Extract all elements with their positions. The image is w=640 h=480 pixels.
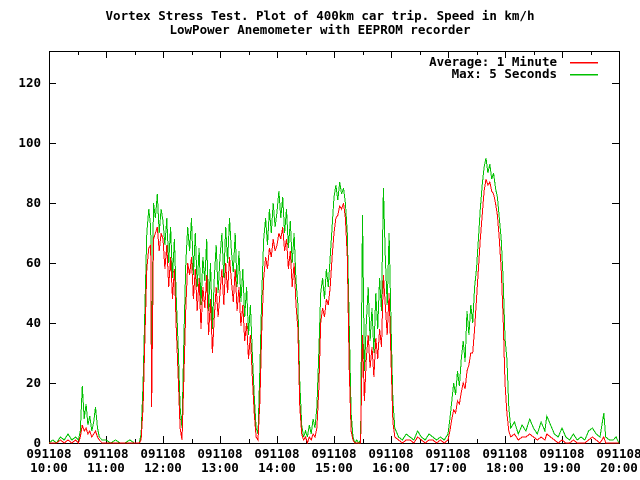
y-tick-label: 60 [26,255,41,270]
plot-border [49,51,620,444]
y-tick-label: 40 [26,315,41,330]
x-tick-date-label: 091108 [83,446,128,461]
legend-label-average: Average: 1 Minute [429,54,557,69]
x-tick-date-label: 091108 [311,446,356,461]
series-line-max [48,157,620,445]
x-tick-date-label: 091108 [254,446,299,461]
y-tick-label: 120 [18,75,41,90]
x-tick-time-label: 12:00 [144,460,182,475]
x-tick-time-label: 10:00 [30,460,68,475]
x-tick-date-label: 091108 [197,446,242,461]
x-tick-time-label: 11:00 [87,460,125,475]
x-tick-date-label: 091108 [26,446,71,461]
x-tick-time-label: 14:00 [258,460,296,475]
y-tick-label: 20 [26,375,41,390]
x-tick-date-label: 091108 [368,446,413,461]
series-line-average [49,178,619,445]
x-tick-date-label: 091108 [425,446,470,461]
y-tick-label: 0 [33,435,41,450]
x-tick-time-label: 15:00 [315,460,353,475]
x-tick-date-label: 091108 [140,446,185,461]
y-tick-label: 80 [26,195,41,210]
x-tick-time-label: 20:00 [600,460,638,475]
x-tick-date-label: 091108 [596,446,640,461]
x-tick-date-label: 091108 [539,446,584,461]
x-tick-time-label: 16:00 [372,460,410,475]
x-tick-date-label: 091108 [482,446,527,461]
y-tick-label: 100 [18,135,41,150]
chart-title: Vortex Stress Test. Plot of 400km car tr… [105,8,535,23]
x-tick-time-label: 18:00 [486,460,524,475]
x-tick-time-label: 13:00 [201,460,239,475]
x-tick-time-label: 19:00 [543,460,581,475]
chart-subtitle: LowPower Anemometer with EEPROM recorder [169,22,471,37]
legend-label-max: Max: 5 Seconds [452,66,557,81]
x-tick-time-label: 17:00 [429,460,467,475]
